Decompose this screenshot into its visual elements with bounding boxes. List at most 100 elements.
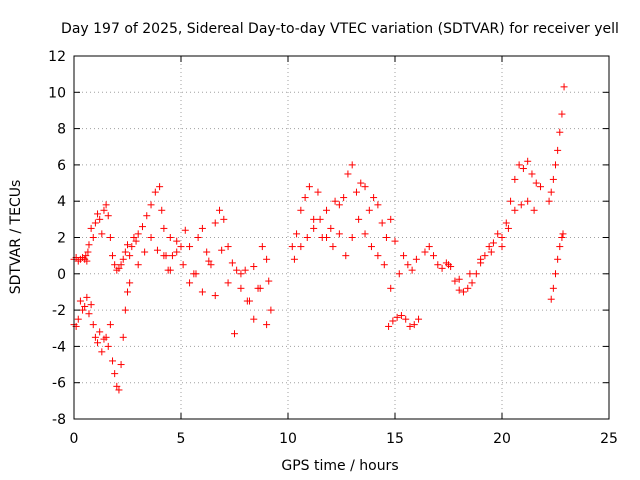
- data-point: [89, 321, 97, 329]
- data-point: [537, 183, 545, 191]
- data-point: [109, 252, 117, 260]
- data-point: [89, 234, 97, 241]
- data-point: [111, 261, 119, 269]
- data-point: [391, 237, 399, 245]
- data-point: [425, 243, 433, 251]
- data-point: [515, 161, 523, 169]
- data-point: [293, 230, 301, 238]
- data-point: [389, 317, 397, 325]
- data-point: [552, 161, 559, 169]
- data-point: [477, 255, 485, 263]
- data-point: [141, 248, 149, 256]
- data-point: [552, 270, 559, 278]
- data-point: [132, 237, 140, 245]
- data-point: [408, 266, 416, 274]
- data-point: [361, 230, 369, 238]
- data-point: [81, 302, 89, 310]
- data-point: [305, 183, 313, 191]
- data-point: [82, 252, 90, 260]
- data-point: [549, 175, 557, 183]
- data-point: [211, 219, 219, 227]
- data-point: [250, 315, 258, 323]
- data-point: [511, 206, 519, 214]
- data-point: [211, 292, 219, 300]
- data-point: [186, 243, 194, 251]
- data-point: [263, 255, 271, 263]
- y-tick-label: 8: [57, 122, 66, 138]
- data-point: [459, 288, 467, 296]
- data-point: [547, 295, 555, 303]
- data-point: [290, 255, 298, 263]
- data-point: [243, 297, 251, 305]
- data-point: [487, 248, 495, 256]
- data-point: [96, 215, 104, 223]
- data-point: [314, 188, 322, 196]
- data-point: [134, 261, 142, 269]
- data-point: [98, 348, 106, 356]
- data-point: [198, 224, 206, 232]
- y-tick-label: 2: [57, 231, 66, 247]
- data-point: [387, 215, 395, 223]
- data-point: [331, 197, 339, 205]
- data-point: [121, 248, 129, 256]
- x-axis-label: GPS time / hours: [281, 458, 398, 474]
- data-point: [102, 201, 110, 209]
- y-tick-label: 10: [48, 85, 66, 101]
- data-point: [124, 288, 131, 296]
- data-point: [517, 201, 525, 209]
- data-marks: [70, 83, 568, 394]
- data-point: [98, 230, 106, 238]
- data-point: [397, 312, 405, 320]
- data-point: [124, 241, 131, 249]
- data-point: [267, 306, 275, 314]
- data-point: [502, 219, 510, 227]
- data-point: [393, 313, 401, 321]
- data-point: [102, 333, 110, 341]
- data-point: [556, 128, 564, 136]
- data-point: [374, 201, 382, 209]
- data-point: [519, 165, 527, 173]
- data-point: [335, 201, 343, 209]
- data-point: [205, 257, 213, 265]
- data-point: [412, 255, 420, 263]
- grid-lines: [74, 56, 609, 419]
- data-point: [237, 284, 245, 292]
- data-point: [104, 342, 112, 350]
- data-point: [151, 188, 159, 196]
- data-point: [91, 219, 99, 227]
- y-tick-label: -8: [52, 412, 66, 428]
- y-tick-label: 6: [57, 158, 66, 174]
- y-tick-label: 0: [57, 267, 66, 283]
- data-point: [224, 243, 232, 251]
- data-point: [395, 270, 403, 278]
- data-point: [179, 261, 187, 269]
- data-point: [198, 288, 206, 296]
- data-point: [85, 310, 93, 318]
- data-point: [250, 263, 258, 271]
- data-point: [79, 306, 87, 314]
- data-point: [147, 201, 155, 209]
- x-tick-label: 0: [70, 431, 79, 447]
- data-point: [361, 183, 369, 191]
- data-point: [153, 246, 161, 254]
- data-point: [115, 386, 123, 394]
- data-point: [556, 243, 564, 251]
- data-point: [303, 234, 311, 241]
- data-point: [400, 252, 408, 260]
- data-point: [559, 230, 567, 238]
- data-point: [472, 270, 480, 278]
- data-point: [143, 212, 151, 220]
- data-point: [85, 241, 93, 249]
- y-tick-label: -4: [52, 339, 66, 355]
- x-tick-label: 10: [279, 431, 297, 447]
- data-point: [256, 284, 264, 292]
- data-point: [216, 206, 224, 214]
- data-point: [352, 188, 360, 196]
- data-point: [126, 279, 134, 287]
- data-point: [160, 224, 168, 232]
- data-point: [560, 83, 568, 91]
- data-point: [119, 333, 127, 341]
- data-point: [378, 219, 386, 227]
- data-point: [451, 277, 459, 285]
- data-point: [554, 146, 562, 154]
